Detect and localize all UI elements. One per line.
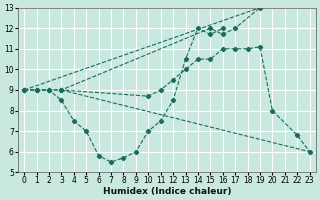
X-axis label: Humidex (Indice chaleur): Humidex (Indice chaleur): [103, 187, 231, 196]
